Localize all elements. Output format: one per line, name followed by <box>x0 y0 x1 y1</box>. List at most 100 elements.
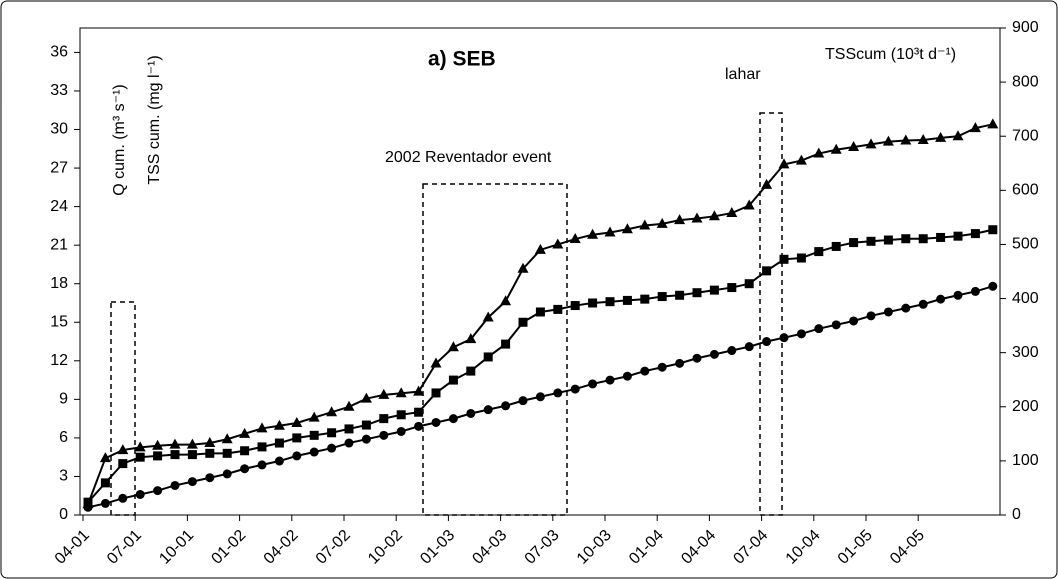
point <box>674 214 686 225</box>
point <box>118 459 128 469</box>
point <box>988 225 998 235</box>
point <box>605 297 615 307</box>
point <box>639 219 651 230</box>
x-tick-label: 01-02 <box>208 527 249 568</box>
point <box>831 320 841 330</box>
point <box>153 451 163 461</box>
point <box>640 294 650 304</box>
y2-tick-label: 200 <box>1012 398 1039 415</box>
point <box>240 464 250 474</box>
point <box>830 143 842 154</box>
point <box>361 434 371 444</box>
point <box>205 473 215 483</box>
point <box>414 421 424 431</box>
point <box>709 349 719 359</box>
event-box <box>422 183 568 516</box>
point <box>814 247 824 257</box>
point <box>762 337 772 347</box>
point <box>292 433 302 443</box>
point <box>483 352 493 362</box>
x-tick-label: 04-03 <box>469 527 510 568</box>
point <box>100 478 110 488</box>
point <box>326 406 338 417</box>
point <box>708 210 720 221</box>
x-tick-label: 07-04 <box>730 527 771 568</box>
point <box>169 438 181 449</box>
point <box>691 212 703 223</box>
y2-tick-label: 100 <box>1012 452 1039 469</box>
y2-tick-label: 500 <box>1012 236 1039 253</box>
x-tick-label: 04-02 <box>261 527 302 568</box>
point <box>309 447 319 457</box>
point <box>501 339 511 349</box>
point <box>535 307 545 317</box>
point <box>657 362 667 372</box>
point <box>656 217 668 228</box>
point <box>466 366 476 376</box>
point <box>848 141 860 152</box>
point <box>552 238 564 249</box>
y2-tick-label: 700 <box>1012 127 1039 144</box>
point <box>970 286 980 296</box>
point <box>970 229 980 239</box>
point <box>866 236 876 246</box>
point <box>605 375 615 385</box>
y2-tick-label: 800 <box>1012 73 1039 90</box>
point <box>796 329 806 339</box>
point <box>483 405 493 415</box>
point <box>430 357 442 368</box>
x-tick-label: 10-02 <box>365 527 406 568</box>
y-tick-label: 9 <box>59 391 68 408</box>
point <box>395 387 407 398</box>
y-tick-label: 36 <box>50 44 68 61</box>
point <box>657 292 667 302</box>
point <box>396 410 406 420</box>
y-tick-label: 24 <box>50 198 68 215</box>
point <box>222 448 232 458</box>
point <box>727 346 737 356</box>
point <box>988 281 998 291</box>
point <box>518 396 528 406</box>
point <box>187 450 197 460</box>
point <box>709 285 719 295</box>
point <box>692 288 702 298</box>
point <box>882 135 894 146</box>
point <box>831 241 841 251</box>
point <box>448 375 458 385</box>
y-tick-label: 12 <box>50 352 68 369</box>
point <box>118 493 128 503</box>
point <box>187 477 197 487</box>
point <box>448 414 458 424</box>
event-box <box>110 301 136 516</box>
point <box>675 290 685 300</box>
point <box>588 379 598 389</box>
point <box>675 358 685 368</box>
y-tick-label: 33 <box>50 82 68 99</box>
point <box>814 324 824 334</box>
point <box>952 130 964 141</box>
point <box>291 417 303 428</box>
point <box>936 294 946 304</box>
point <box>569 233 581 244</box>
y2-tick-label: 900 <box>1012 19 1039 36</box>
x-tick-label: 10-03 <box>574 527 615 568</box>
point <box>396 426 406 436</box>
point <box>292 451 302 461</box>
point <box>570 301 580 311</box>
point <box>779 333 789 343</box>
point <box>482 311 494 322</box>
point <box>621 223 633 234</box>
point <box>883 307 893 317</box>
point <box>344 438 354 448</box>
point <box>727 283 737 293</box>
x-tick-label: 04-01 <box>52 527 93 568</box>
point <box>186 438 198 449</box>
point <box>969 122 981 133</box>
y-tick-label: 15 <box>50 313 68 330</box>
x-tick-label: 01-03 <box>417 527 458 568</box>
point <box>953 290 963 300</box>
point <box>257 442 267 452</box>
point <box>327 428 337 438</box>
point <box>534 243 546 254</box>
